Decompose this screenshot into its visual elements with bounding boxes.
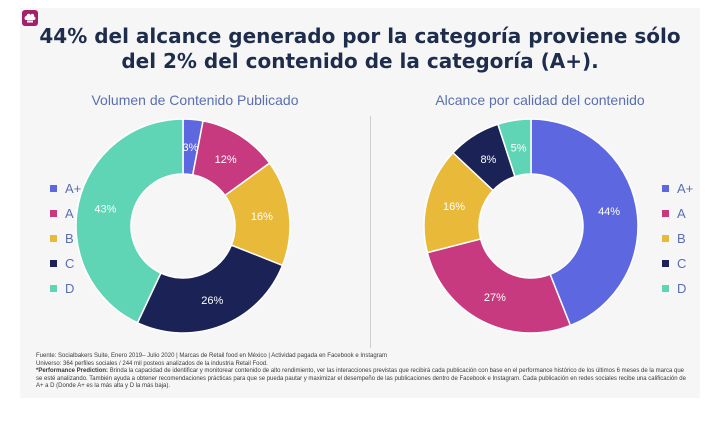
slice-c xyxy=(136,244,284,334)
slice-d xyxy=(496,118,532,178)
legend-item: C xyxy=(50,251,81,276)
legend-alcance: A+ A B C D xyxy=(662,176,693,301)
legend-item: D xyxy=(662,276,693,301)
legend-item: A+ xyxy=(50,176,81,201)
legend-label: B xyxy=(65,231,74,246)
legend-swatch xyxy=(50,185,57,192)
slice-label: 43% xyxy=(94,204,116,216)
legend-item: D xyxy=(50,276,81,301)
title-line-2: del 2% del contenido de la categoría (A+… xyxy=(121,49,599,73)
legend-label: D xyxy=(677,281,687,296)
legend-item: A+ xyxy=(662,176,693,201)
slice-label: 44% xyxy=(598,206,620,218)
slice-label: 5% xyxy=(511,142,527,154)
legend-label: A xyxy=(677,206,686,221)
legend-swatch xyxy=(50,235,57,242)
legend-volumen: A+ A B C D xyxy=(50,176,81,301)
slice-label: 16% xyxy=(443,201,465,213)
legend-swatch xyxy=(662,235,669,242)
slice-d xyxy=(75,118,184,324)
chart-title-volumen: Volumen de Contenido Publicado xyxy=(91,92,299,108)
legend-swatch xyxy=(662,260,669,267)
slice-a-plus xyxy=(530,118,639,327)
footer-source: Fuente: Socialbakers Suite, Enero 2019– … xyxy=(36,353,387,359)
slice-label: 16% xyxy=(251,211,273,223)
slice-label: 27% xyxy=(484,292,506,304)
legend-label: A xyxy=(65,206,74,221)
legend-label: A+ xyxy=(677,181,694,196)
legend-label: A+ xyxy=(65,181,82,196)
legend-swatch xyxy=(662,285,669,292)
slice-label: 12% xyxy=(215,154,237,166)
legend-label: C xyxy=(65,256,75,271)
legend-swatch xyxy=(50,260,57,267)
title-line-1: 44% del alcance generado por la categorí… xyxy=(39,24,681,48)
legend-swatch xyxy=(50,210,57,217)
footer-note-text: Brinda la capacidad de identificar y mon… xyxy=(36,368,686,389)
legend-item: B xyxy=(50,226,81,251)
footer-note: *Performance Prediction: Brinda la capac… xyxy=(36,368,686,391)
legend-item: A xyxy=(662,201,693,226)
legend-item: A xyxy=(50,201,81,226)
legend-label: B xyxy=(677,231,686,246)
divider xyxy=(370,116,371,348)
page-title: 44% del alcance generado por la categorí… xyxy=(20,24,700,74)
legend-label: D xyxy=(65,281,75,296)
slice-label: 8% xyxy=(480,154,496,166)
slide: 44% del alcance generado por la categorí… xyxy=(20,8,700,398)
legend-item: B xyxy=(662,226,693,251)
slice-label: 26% xyxy=(201,295,223,307)
chef-hat-icon xyxy=(22,10,38,26)
legend-swatch xyxy=(662,210,669,217)
chart-title-alcance: Alcance por calidad del contenido xyxy=(435,92,645,108)
donut-charts: 3% 12% 16% 26% 43% 44% 27% 16% 8% 5% xyxy=(75,118,639,334)
footer-note-label: *Performance Prediction: xyxy=(36,368,109,374)
legend-label: C xyxy=(677,256,687,271)
legend-item: C xyxy=(662,251,693,276)
slice-label: 3% xyxy=(183,142,199,154)
footer-notes: Fuente: Socialbakers Suite, Enero 2019– … xyxy=(36,353,686,391)
slice-a xyxy=(426,238,572,334)
footer-universe: Universo: 364 perfiles sociales / 244 mi… xyxy=(36,360,268,367)
legend-swatch xyxy=(662,185,669,192)
legend-swatch xyxy=(50,285,57,292)
